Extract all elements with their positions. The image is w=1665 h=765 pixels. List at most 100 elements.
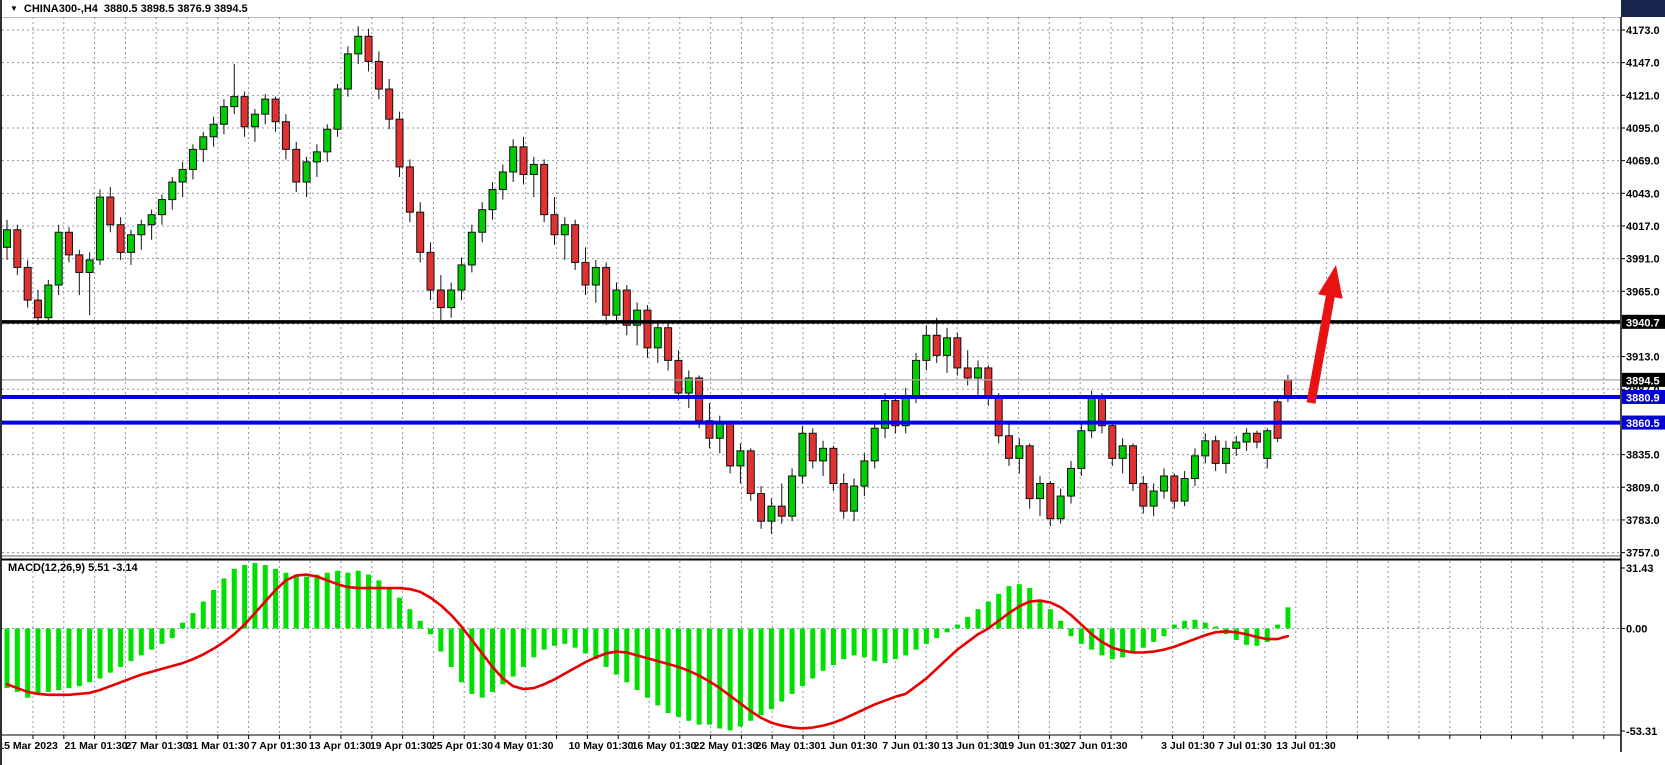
candle-body xyxy=(405,166,414,213)
macd-histogram-bar xyxy=(644,628,650,698)
candle-body xyxy=(271,98,280,123)
candle-body xyxy=(602,266,611,316)
candle-body xyxy=(808,432,817,462)
candle-body xyxy=(426,251,435,291)
macd-histogram-bar xyxy=(231,568,237,629)
window-accent-block xyxy=(1621,0,1665,17)
time-axis-label: 15 Mar 2023 xyxy=(0,740,58,752)
macd-histogram-bar xyxy=(169,628,175,639)
macd-histogram-bar xyxy=(45,628,51,692)
candle-body xyxy=(106,196,115,226)
candle-body xyxy=(3,229,11,248)
macd-histogram-bar xyxy=(1202,622,1208,629)
annotation-arrow-head[interactable] xyxy=(1317,265,1343,299)
macd-histogram-bar xyxy=(397,597,403,629)
macd-histogram-bar xyxy=(1151,628,1157,642)
candle-body xyxy=(839,483,848,512)
candle-body xyxy=(1056,495,1065,520)
candle-body xyxy=(33,299,42,319)
time-axis-label: 27 Mar 01:30 xyxy=(125,740,188,752)
macd-indicator-values: 5.51 -3.14 xyxy=(88,562,138,574)
macd-histogram-bar xyxy=(789,628,795,694)
candle-body xyxy=(591,266,600,286)
time-axis-label: 7 Jul 01:30 xyxy=(1218,740,1272,752)
candle-body xyxy=(1005,435,1014,459)
macd-histogram-bar xyxy=(1068,628,1074,637)
macd-histogram-bar xyxy=(479,628,485,698)
macd-histogram-bar xyxy=(727,628,733,731)
macd-histogram-bar xyxy=(107,628,113,673)
macd-histogram-bar xyxy=(665,628,671,714)
symbol-dropdown-icon[interactable]: ▼ xyxy=(10,4,18,13)
macd-histogram-bar xyxy=(345,572,351,629)
macd-histogram-bar xyxy=(975,609,981,629)
candle-body xyxy=(436,289,445,309)
time-axis-label: 10 May 01:30 xyxy=(569,740,634,752)
macd-histogram-bar xyxy=(438,628,444,652)
macd-histogram-bar xyxy=(366,574,372,629)
candle-body xyxy=(13,229,22,268)
macd-histogram-bar xyxy=(221,578,227,629)
macd-histogram-bar xyxy=(149,628,155,650)
price-level-box xyxy=(1622,415,1665,430)
time-axis-label: 19 Apr 01:30 xyxy=(370,740,432,752)
macd-histogram-bar xyxy=(779,628,785,702)
price-tick-label: 4121.0 xyxy=(1626,90,1660,102)
macd-histogram-bar xyxy=(675,628,681,717)
macd-histogram-bar xyxy=(1161,628,1167,637)
macd-histogram-bar xyxy=(686,628,692,721)
price-level-box xyxy=(1622,389,1665,404)
macd-histogram-bar xyxy=(190,613,196,629)
macd-histogram-bar xyxy=(283,572,289,629)
candle-body xyxy=(147,214,156,226)
candle-body xyxy=(974,367,983,379)
candle-body xyxy=(653,327,662,349)
candle-body xyxy=(612,289,621,316)
candle-body xyxy=(1221,447,1230,464)
candle-body xyxy=(374,60,383,90)
candle-body xyxy=(540,163,549,216)
macd-histogram-bar xyxy=(500,628,506,685)
candle-body xyxy=(788,475,797,517)
candle-body xyxy=(715,422,724,439)
candle-body xyxy=(581,261,590,286)
macd-histogram-bar xyxy=(1171,624,1177,629)
candle-body xyxy=(829,447,838,485)
macd-histogram-bar xyxy=(87,628,93,683)
macd-histogram-bar xyxy=(830,628,836,666)
candle-body xyxy=(777,505,786,517)
candle-body xyxy=(137,224,146,236)
candle-body xyxy=(746,450,755,495)
candle-body xyxy=(312,151,321,163)
time-axis-label: 19 Jun 01:30 xyxy=(1002,740,1065,752)
macd-histogram-bar xyxy=(944,628,950,633)
macd-histogram-bar xyxy=(35,628,41,694)
macd-histogram-bar xyxy=(1244,628,1250,645)
candle-body xyxy=(354,35,363,55)
macd-histogram-bar xyxy=(304,576,310,629)
candle-body xyxy=(488,189,497,211)
price-tick-label: 4043.0 xyxy=(1626,188,1660,200)
price-tick-label: 3913.0 xyxy=(1626,352,1660,364)
macd-histogram-bar xyxy=(562,628,568,644)
macd-histogram-bar xyxy=(913,628,919,650)
macd-histogram-bar xyxy=(851,628,857,656)
macd-histogram-bar xyxy=(1058,620,1064,629)
macd-histogram-bar xyxy=(572,628,578,648)
price-tick-label: 3783.0 xyxy=(1626,515,1660,527)
candle-body xyxy=(633,309,642,326)
price-tick-label: 3965.0 xyxy=(1626,286,1660,298)
candle-body xyxy=(1232,441,1241,449)
candle-body xyxy=(1118,445,1127,459)
annotation-arrow-shaft[interactable] xyxy=(1306,291,1336,404)
macd-histogram-bar xyxy=(293,574,299,629)
macd-histogram-bar xyxy=(531,628,537,658)
macd-histogram-bar xyxy=(469,628,475,694)
candle-body xyxy=(95,196,104,261)
macd-histogram-bar xyxy=(1089,628,1095,650)
time-axis-label: 16 May 01:30 xyxy=(632,740,697,752)
candle-body xyxy=(726,422,735,467)
candle-body xyxy=(529,163,538,175)
